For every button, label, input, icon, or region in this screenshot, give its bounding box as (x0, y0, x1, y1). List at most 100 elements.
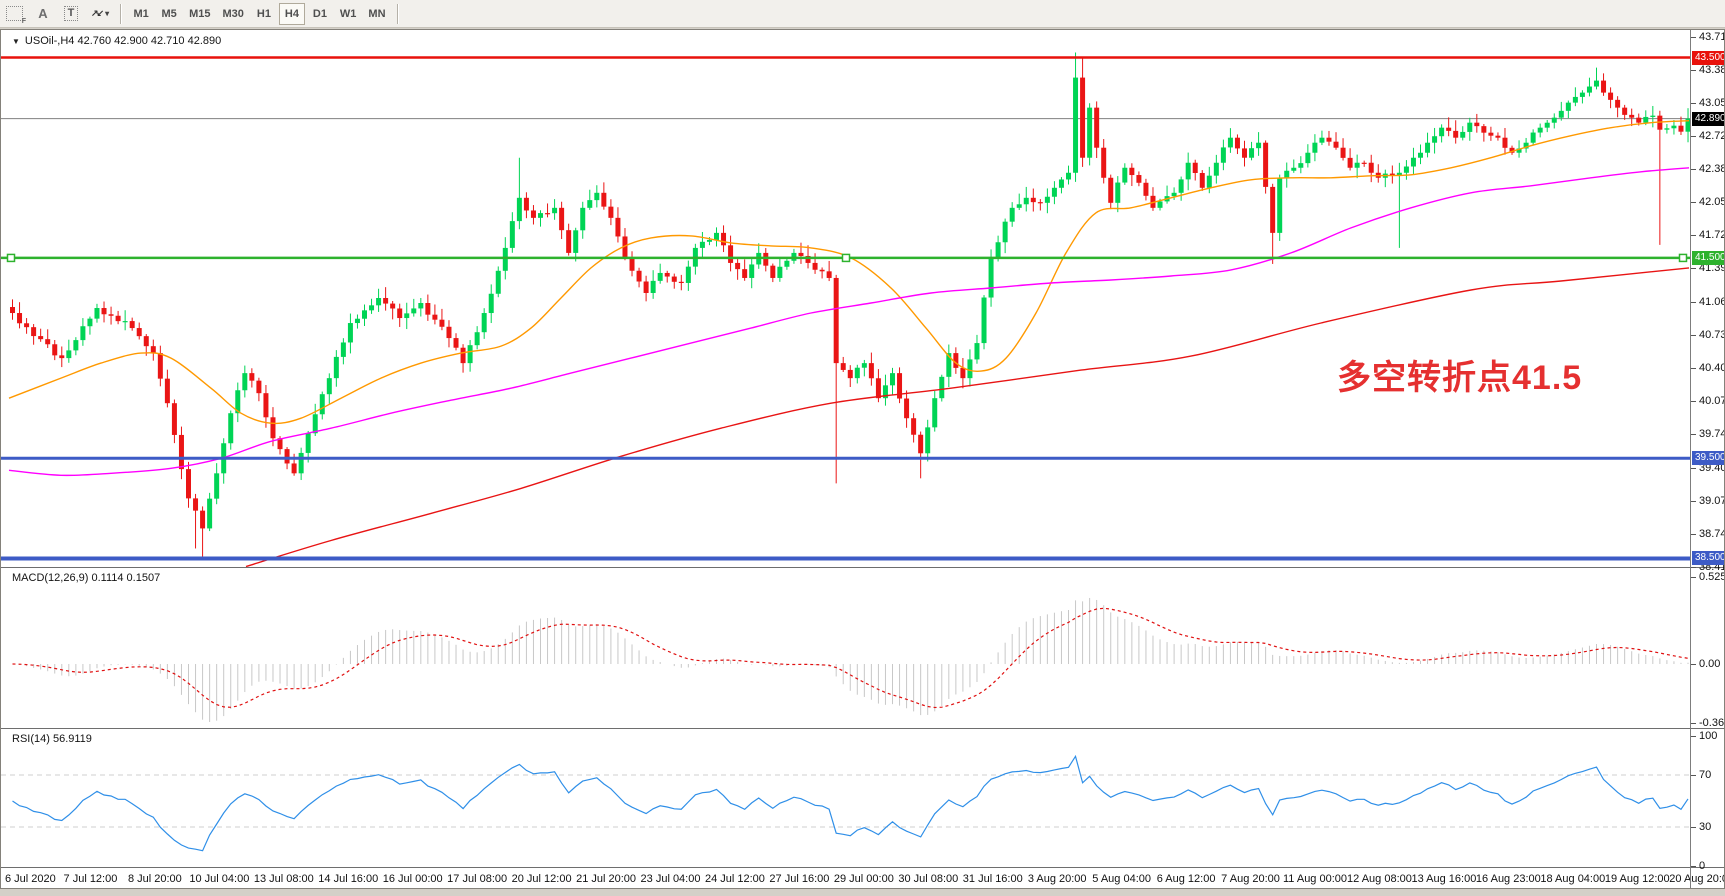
timeframe-button-m1[interactable]: M1 (128, 3, 154, 25)
time-label: 20 Aug 20:00 (1669, 873, 1724, 885)
time-label: 24 Jul 12:00 (704, 873, 765, 885)
time-label: 13 Aug 16:00 (1411, 873, 1477, 885)
text-label-tool-button[interactable]: A (30, 3, 56, 25)
price-axis[interactable]: 43.710 43.380 43.050 42.720 42.385 42.055 41.7… (1690, 30, 1724, 888)
time-label: 23 Jul 04:00 (640, 873, 701, 885)
toolbar-separator (120, 3, 123, 24)
toolbar: F A T ↗↙ ▾ M1 M5 M15 M30 H1 H4 D1 W1 MN (0, 0, 1725, 28)
time-label: 29 Jul 00:00 (833, 873, 894, 885)
price-tick-label: 42.720 (1691, 130, 1724, 142)
macd-canvas[interactable] (1, 569, 1690, 728)
time-label: 11 Aug 00:00 (1282, 873, 1348, 885)
ma-slow-red (245, 267, 1690, 567)
toolbar-separator (396, 3, 399, 24)
time-label: 12 Aug 08:00 (1347, 873, 1412, 885)
timeframe-button-d1[interactable]: D1 (307, 3, 333, 25)
text-box-tool-button[interactable]: T (58, 3, 84, 25)
pane-separator[interactable] (1, 728, 1724, 730)
price-tick-label: 42.385 (1691, 163, 1724, 175)
collapse-triangle-icon[interactable]: ▼ (12, 37, 20, 46)
time-label: 21 Jul 20:00 (576, 873, 637, 885)
grid-period-tool-button[interactable]: F (1, 3, 28, 25)
time-label: 6 Aug 12:00 (1156, 873, 1216, 885)
time-label: 27 Jul 16:00 (769, 873, 830, 885)
time-label: 16 Aug 23:00 (1475, 873, 1541, 885)
time-label: 30 Jul 08:00 (898, 873, 959, 885)
text-label-icon: A (38, 6, 48, 21)
hline-handle (6, 253, 16, 263)
dropdown-caret-icon: ▾ (105, 9, 110, 18)
rsi-label: RSI(14) 56.9119 (12, 733, 92, 745)
hline-handle (841, 253, 851, 263)
macd-label: MACD(12,26,9) 0.1114 0.1507 (12, 572, 161, 584)
price-badge: 39.500 (1692, 451, 1724, 466)
time-axis[interactable]: 6 Jul 2020 7 Jul 12:00 8 Jul 20:00 10 Jul 0… (1, 869, 1724, 888)
price-tick-label: 40.730 (1691, 329, 1724, 341)
price-badge: 42.890 (1692, 111, 1724, 126)
text-box-icon: T (63, 6, 79, 21)
timeframe-button-mn[interactable]: MN (363, 3, 390, 25)
time-label: 6 Jul 2020 (5, 873, 56, 885)
macd-pane[interactable] (1, 569, 1690, 728)
time-label: 8 Jul 20:00 (127, 873, 182, 885)
crosshair-arrows-icon: ↗↙ (91, 8, 104, 18)
time-label: 17 Jul 08:00 (447, 873, 508, 885)
price-tick-label: 38.745 (1691, 528, 1724, 540)
time-label: 19 Aug 12:00 (1604, 873, 1670, 885)
rsi-axis-label: 30 (1690, 821, 1712, 833)
price-tick-label: 43.710 (1691, 31, 1724, 43)
time-label: 31 Jul 16:00 (962, 873, 1023, 885)
time-label: 7 Jul 12:00 (63, 873, 118, 885)
time-label: 7 Aug 20:00 (1221, 873, 1280, 885)
time-label: 5 Aug 04:00 (1092, 873, 1152, 885)
grid-period-icon: F (6, 6, 26, 25)
time-label: 10 Jul 04:00 (189, 873, 250, 885)
price-tick-label: 39.740 (1691, 428, 1724, 440)
chart-title: ▼ USOil-,H4 42.760 42.900 42.710 42.890 (12, 35, 221, 47)
price-tick-label: 43.380 (1691, 64, 1724, 76)
annotation-text[interactable]: 多空转折点41.5 (1337, 359, 1583, 397)
price-tick-label: 43.050 (1691, 97, 1724, 109)
price-badge: 43.500 (1692, 50, 1724, 65)
time-label: 18 Aug 04:00 (1540, 873, 1606, 885)
price-tick-label: 42.055 (1691, 196, 1724, 208)
rsi-canvas[interactable] (1, 730, 1690, 867)
time-label: 13 Jul 08:00 (253, 873, 314, 885)
main-chart-pane[interactable] (1, 32, 1690, 567)
rsi-pane[interactable] (1, 730, 1690, 867)
price-tick-label: 41.395 (1691, 262, 1724, 274)
candlestick-canvas[interactable] (1, 32, 1690, 567)
ma-mid-magenta (8, 167, 1690, 477)
macd-axis-label: 0.5257 (1691, 571, 1724, 583)
time-label: 3 Aug 20:00 (1027, 873, 1087, 885)
rsi-axis-label: 100 (1690, 730, 1718, 742)
price-tick-label: 41.060 (1691, 296, 1724, 308)
price-tick-label: 39.075 (1691, 495, 1724, 507)
pane-separator[interactable] (1, 567, 1724, 569)
hline-handle (1678, 253, 1688, 263)
timeframe-button-h4[interactable]: H4 (278, 2, 305, 25)
chart-title-text: USOil-,H4 42.760 42.900 42.710 42.890 (24, 35, 222, 47)
cursor-mode-button[interactable]: ↗↙ ▾ (86, 3, 114, 25)
time-label: 16 Jul 00:00 (382, 873, 443, 885)
price-tick-label: 40.070 (1691, 395, 1724, 407)
price-badge: 41.500 (1692, 250, 1724, 265)
macd-axis-label: 0.00 (1690, 658, 1721, 670)
timeframe-button-w1[interactable]: W1 (335, 3, 362, 25)
timeframe-button-m5[interactable]: M5 (156, 3, 182, 25)
price-tick-label: 40.400 (1691, 362, 1724, 374)
time-label: 14 Jul 16:00 (318, 873, 379, 885)
price-tick-label: 41.725 (1691, 229, 1724, 241)
chart-window: ▼ USOil-,H4 42.760 42.900 42.710 42.890 多… (0, 29, 1725, 889)
timeframe-button-m30[interactable]: M30 (218, 3, 249, 25)
timeframe-group: M1 M5 M15 M30 H1 H4 D1 W1 MN (127, 2, 391, 25)
price-badge: 38.500 (1692, 551, 1724, 566)
timeframe-button-m15[interactable]: M15 (184, 3, 215, 25)
timeframe-button-h1[interactable]: H1 (251, 3, 277, 25)
macd-axis-label: -0.3603 (1690, 717, 1724, 729)
rsi-axis-label: 70 (1690, 769, 1712, 781)
rsi-axis-label: 0 (1690, 860, 1706, 872)
pane-separator (1, 867, 1724, 869)
time-label: 20 Jul 12:00 (511, 873, 572, 885)
